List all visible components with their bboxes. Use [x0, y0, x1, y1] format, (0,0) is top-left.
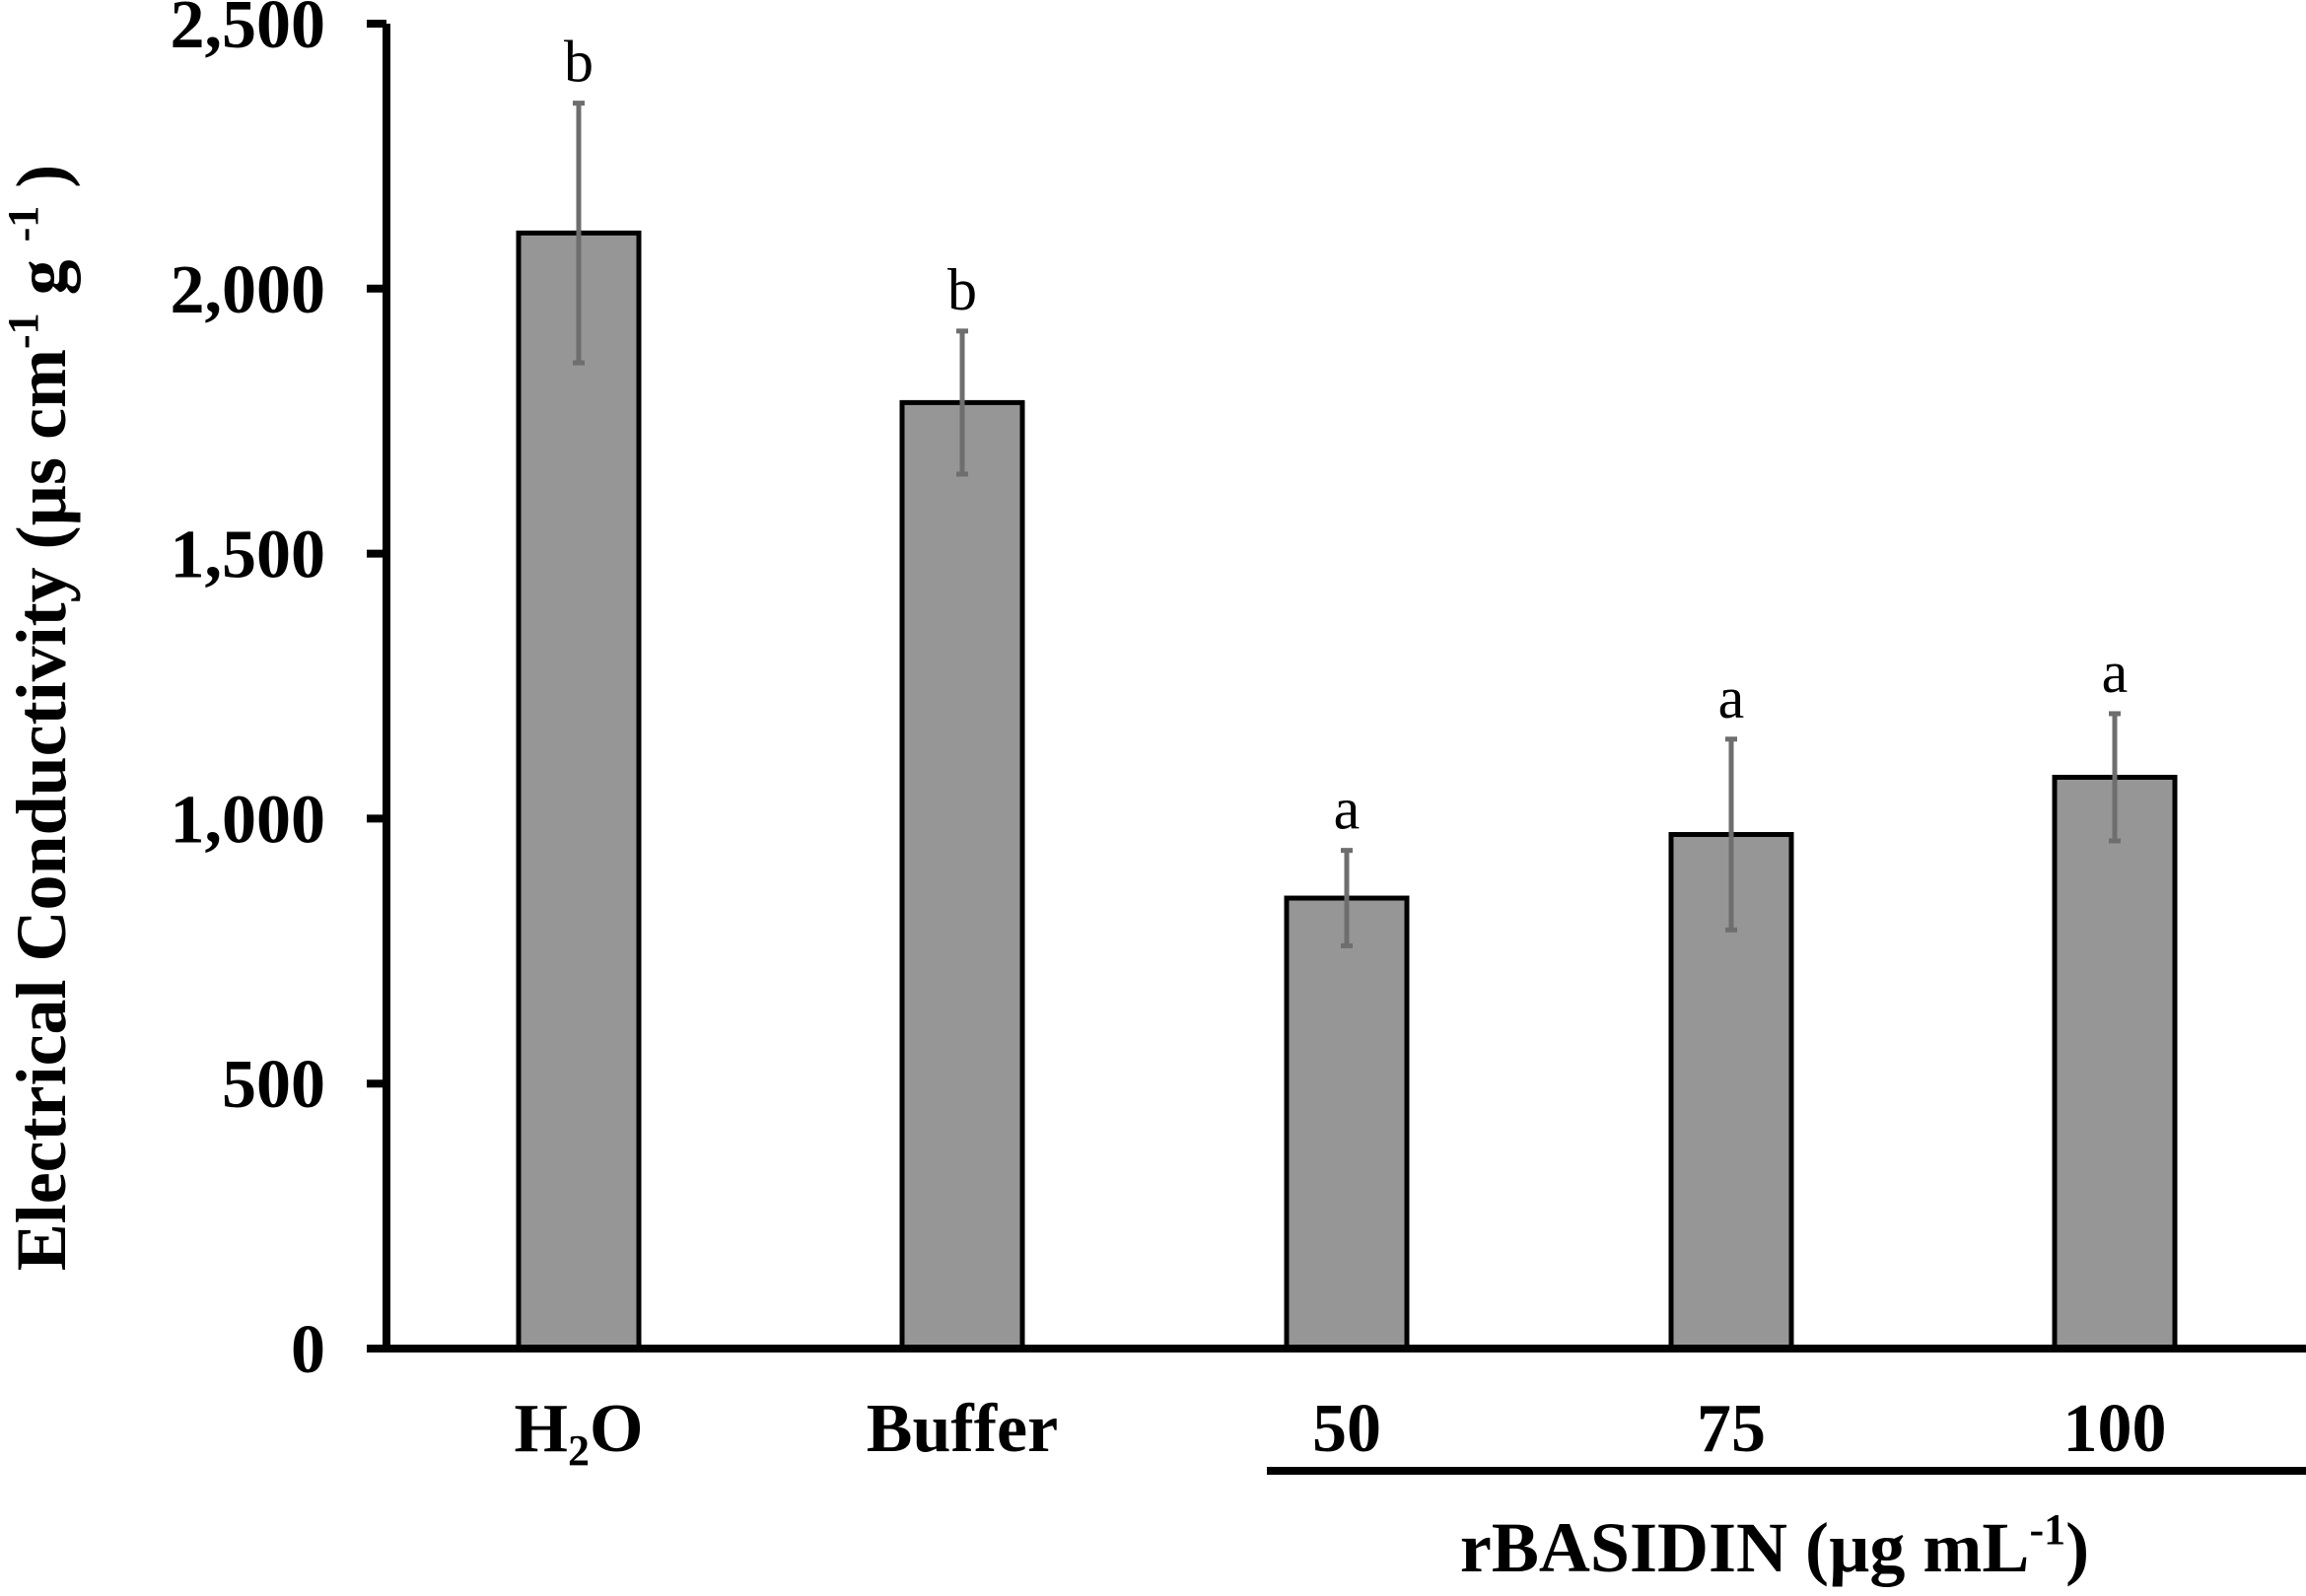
- bar-3: [1668, 832, 1794, 1352]
- error-bars: [573, 101, 2121, 948]
- y-tick-label-1: 500: [222, 1047, 325, 1123]
- sig-label-0: b: [564, 30, 594, 95]
- category-label-2: 50: [1312, 1391, 1381, 1467]
- y-axis-title: Electrical Conductivity (µs cm-1 g -1 ): [0, 165, 81, 1272]
- y-tick-label-0: 0: [291, 1312, 325, 1388]
- bar-2: [1284, 895, 1410, 1352]
- group-label: rBASIDIN (µg mL-1): [1460, 1505, 2089, 1587]
- y-tick-label-3: 1,500: [171, 518, 326, 593]
- y-tick-label-4: 2,000: [171, 252, 326, 328]
- category-label-4: 100: [2063, 1391, 2167, 1467]
- sig-label-1: b: [947, 257, 977, 322]
- y-tick-label-5: 2,500: [171, 0, 326, 63]
- y-tick-label-2: 1,000: [171, 782, 326, 858]
- category-label-1: Buffer: [867, 1391, 1058, 1467]
- sig-label-4: a: [2102, 640, 2129, 705]
- sig-label-3: a: [1718, 665, 1745, 730]
- axes: [383, 24, 2306, 1353]
- bar-0: [516, 230, 642, 1352]
- y-ticks: 0 500 1,000 1,500 2,000 2,500: [171, 0, 386, 1388]
- category-labels: H2O Buffer 50 75 100: [515, 1391, 2167, 1475]
- category-label-3: 75: [1697, 1391, 1766, 1467]
- bar-1: [899, 399, 1025, 1352]
- bar-4: [2052, 774, 2178, 1352]
- sig-label-2: a: [1334, 777, 1361, 842]
- significance-letters: b b a a a: [564, 30, 2128, 842]
- category-label-0: H2O: [515, 1391, 644, 1475]
